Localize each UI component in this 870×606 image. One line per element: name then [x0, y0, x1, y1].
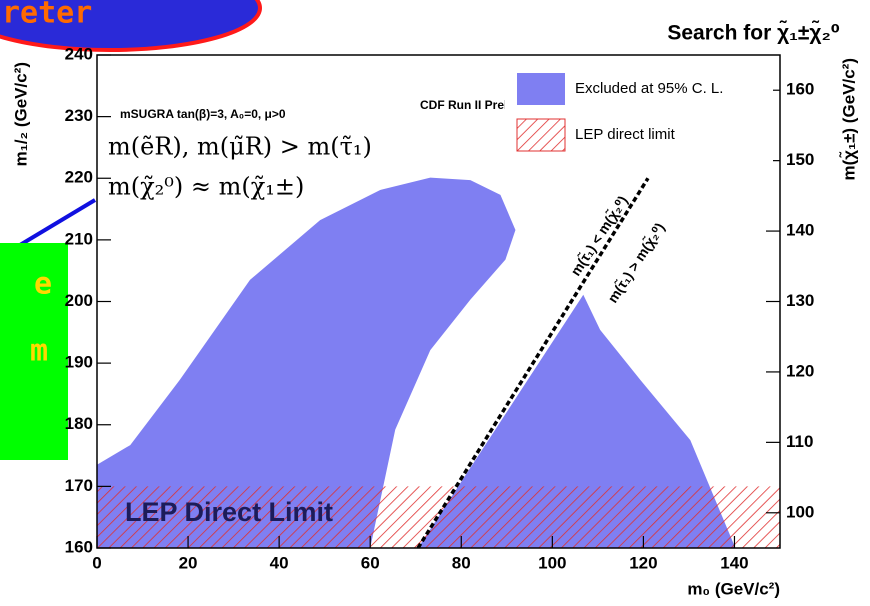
legend-label: LEP direct limit: [575, 126, 676, 143]
annotation: m(τ̃₁) < m(χ̃₂⁰): [566, 192, 630, 278]
y-tick-label: 190: [65, 353, 93, 372]
y-tick-label: 240: [65, 44, 93, 63]
annotation: m(ẽR), m(μ̃R) > m(τ̃₁): [108, 133, 372, 161]
y-tick-label: 160: [65, 537, 93, 556]
y2-tick-label: 160: [786, 80, 814, 99]
x-tick-label: 0: [92, 553, 101, 572]
y2-tick-label: 120: [786, 361, 814, 380]
overlay-text: e: [34, 267, 52, 302]
y2-tick-label: 110: [786, 432, 813, 451]
x-tick-label: 120: [629, 553, 657, 572]
annotation: mSUGRA tan(β)=3, A₀=0, μ>0: [120, 107, 286, 121]
regions: [97, 177, 780, 548]
y2-tick-label: 140: [786, 221, 814, 240]
legend-swatch: [517, 73, 565, 105]
overlay-box: [0, 243, 68, 460]
excluded-region: [418, 294, 736, 548]
legend-label: Excluded at 95% C. L.: [575, 80, 723, 97]
y-tick-label: 170: [65, 476, 93, 495]
boundary-line: [416, 177, 650, 548]
overlay-text: reter: [2, 0, 92, 31]
x-tick-label: 20: [179, 553, 198, 572]
x-tick-label: 40: [270, 553, 289, 572]
x-tick-label: 80: [452, 553, 471, 572]
y2-axis-label: m(χ̃₁±) (GeV/c²): [838, 58, 858, 181]
x-tick-label: 140: [720, 553, 748, 572]
y-tick-label: 180: [65, 414, 93, 433]
annotation: LEP Direct Limit: [125, 497, 333, 527]
overlay-bubble: [0, 0, 262, 52]
y-tick-label: 230: [65, 106, 93, 125]
y-tick-label: 220: [65, 168, 93, 187]
excluded-region: [97, 177, 516, 548]
x-axis-label: m₀ (GeV/c²): [687, 579, 780, 598]
y-tick-label: 210: [65, 229, 93, 248]
y2-tick-label: 100: [786, 502, 814, 521]
y-tick-label: 200: [65, 291, 93, 310]
chart-title: Search for χ̃₁±χ̃₂⁰: [667, 21, 840, 45]
y-axis-label: m₁/₂ (GeV/c²): [11, 62, 30, 166]
x-tick-label: 60: [361, 553, 380, 572]
x-tick-label: 100: [538, 553, 566, 572]
y2-tick-label: 130: [786, 291, 814, 310]
overlay-line: [18, 198, 97, 247]
y2-tick-label: 150: [786, 150, 814, 169]
plot-area: [96, 54, 781, 549]
legend-swatch: [516, 118, 566, 152]
annotation: m(χ̃₂⁰) ≈ m(χ̃₁±): [108, 173, 304, 201]
overlay-text: m: [30, 334, 48, 369]
